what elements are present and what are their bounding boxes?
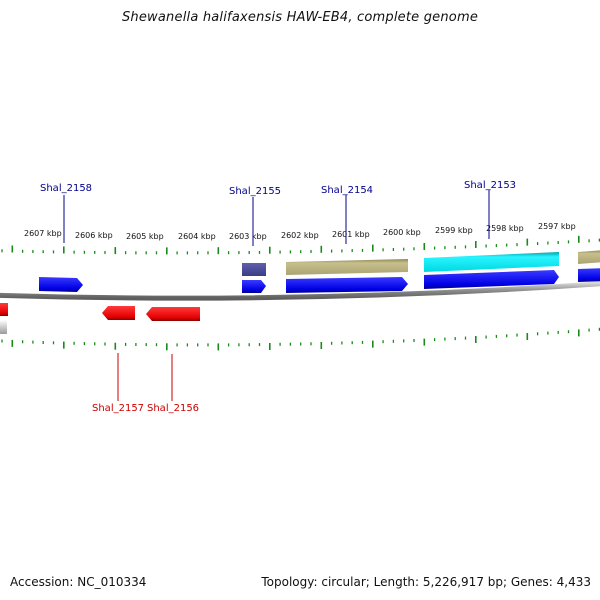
scale-label: 2605 kbp xyxy=(126,232,164,241)
scale-label: 2601 kbp xyxy=(332,230,370,239)
gene-label-shal-2156[interactable]: Shal_2156 xyxy=(147,403,199,414)
scale-label: 2603 kbp xyxy=(229,232,267,241)
gene-labels: Shal_2158 Shal_2155 Shal_2154 Shal_2153 … xyxy=(40,180,516,414)
gene-feature-grey-edge[interactable] xyxy=(0,320,7,334)
genome-summary-text: Topology: circular; Length: 5,226,917 bp… xyxy=(261,575,591,589)
scale-label: 2606 kbp xyxy=(75,231,113,240)
gene-label-shal-2153[interactable]: Shal_2153 xyxy=(464,180,516,191)
gene-arrow-shal-2154[interactable] xyxy=(286,277,408,293)
scale-label: 2602 kbp xyxy=(281,231,319,240)
gene-arrow-shal-2156[interactable] xyxy=(146,307,200,321)
gene-feature-cyan[interactable] xyxy=(424,252,559,272)
outer-tick-ring xyxy=(1,235,600,255)
gene-arrow-edge[interactable] xyxy=(578,268,600,282)
scale-label: 2600 kbp xyxy=(383,228,421,237)
map-title: Shewanella halifaxensis HAW-EB4, complet… xyxy=(121,10,479,25)
scale-label: 2597 kbp xyxy=(538,222,576,231)
inner-tick-ring xyxy=(1,327,600,351)
scale-label: 2599 kbp xyxy=(435,226,473,235)
gene-label-shal-2154[interactable]: Shal_2154 xyxy=(321,185,373,196)
gene-label-shal-2158[interactable]: Shal_2158 xyxy=(40,183,92,194)
gene-feature-slate[interactable] xyxy=(242,263,266,276)
gene-label-shal-2157[interactable]: Shal_2157 xyxy=(92,403,144,414)
gene-arrow-shal-2155[interactable] xyxy=(242,280,266,293)
gene-feature-olive[interactable] xyxy=(286,259,408,275)
genome-backbone xyxy=(0,281,600,301)
gene-arrow-shal-2153[interactable] xyxy=(424,270,559,289)
forward-gene-track xyxy=(242,268,600,293)
gene-feature-olive-edge[interactable] xyxy=(578,250,600,264)
gene-arrow-edge-reverse[interactable] xyxy=(0,303,8,316)
gene-feature-shal-2158[interactable] xyxy=(39,277,83,292)
feature-track-outer xyxy=(39,250,600,292)
label-leaders xyxy=(63,190,490,401)
scale-label: 2604 kbp xyxy=(178,232,216,241)
gene-label-shal-2155[interactable]: Shal_2155 xyxy=(229,186,281,197)
scale-labels: 2607 kbp 2606 kbp 2605 kbp 2604 kbp 2603… xyxy=(24,222,576,241)
reverse-gene-track xyxy=(0,303,200,334)
accession-text: Accession: NC_010334 xyxy=(10,575,147,589)
scale-label: 2607 kbp xyxy=(24,229,62,238)
scale-label: 2598 kbp xyxy=(486,224,524,233)
gene-arrow-shal-2157[interactable] xyxy=(102,306,135,320)
